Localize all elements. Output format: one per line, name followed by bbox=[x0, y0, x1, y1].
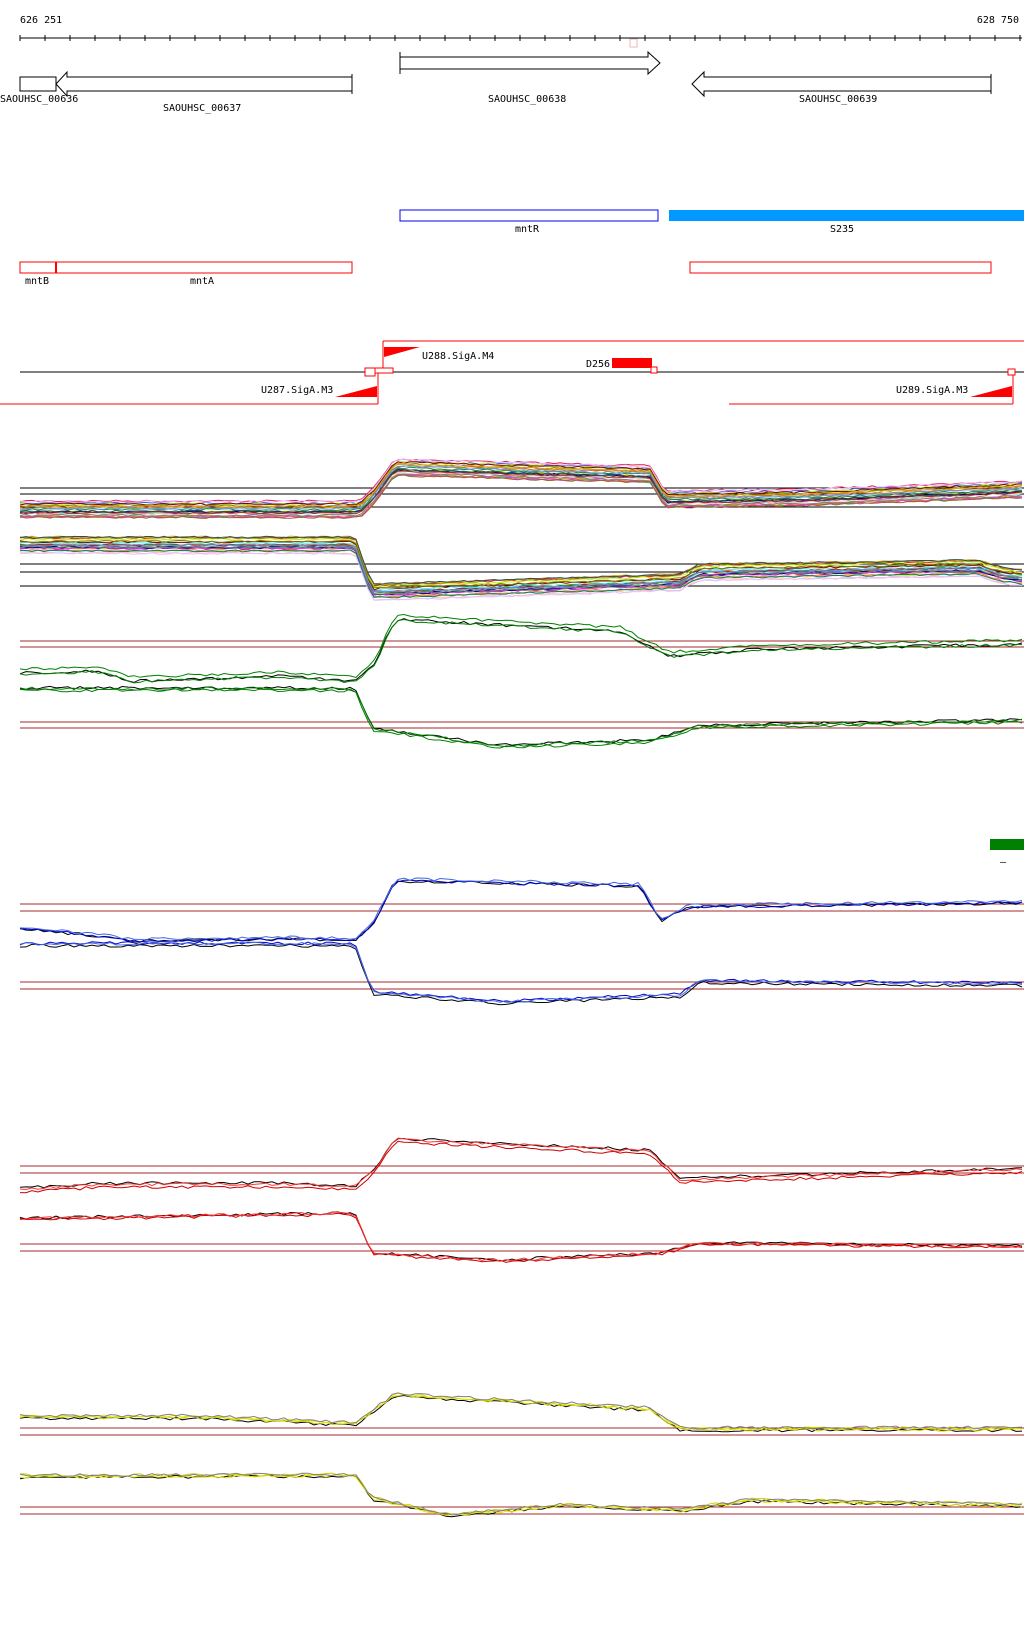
sample-line bbox=[19, 1474, 1023, 1516]
sample-line bbox=[19, 460, 1023, 505]
sample-line bbox=[19, 466, 1023, 512]
sample-line bbox=[19, 462, 1023, 508]
mntr-label: mntR bbox=[515, 224, 540, 235]
yellow-sample-lines bbox=[19, 1392, 1023, 1518]
ruler-start-coord: 626 251 bbox=[20, 15, 62, 26]
sample-line bbox=[19, 474, 1023, 519]
multi-sample-lines-bottom bbox=[19, 535, 1023, 601]
s235-bar[interactable] bbox=[669, 210, 1024, 221]
sample-line bbox=[19, 543, 1023, 593]
feature-box-b bbox=[374, 367, 394, 374]
green-marker-bar[interactable] bbox=[990, 839, 1024, 850]
promoter-u287-triangle[interactable] bbox=[335, 386, 377, 397]
expression-track-yellow bbox=[19, 1392, 1024, 1518]
sample-line bbox=[19, 465, 1023, 510]
sample-line bbox=[19, 943, 1023, 1006]
mntb-box[interactable] bbox=[19, 261, 57, 274]
mnta-label: mntA bbox=[190, 276, 214, 287]
sample-line bbox=[19, 880, 1023, 943]
promoter-u289-triangle[interactable] bbox=[970, 386, 1012, 397]
feature-box-a bbox=[364, 367, 376, 377]
sample-line bbox=[19, 458, 1023, 503]
sample-line bbox=[19, 1392, 1023, 1431]
sample-line bbox=[19, 1394, 1023, 1432]
red-box-right[interactable] bbox=[689, 261, 992, 274]
sample-line bbox=[19, 618, 1023, 684]
sample-line bbox=[19, 613, 1023, 679]
green-sample-lines bbox=[19, 613, 1023, 749]
sample-line bbox=[20, 1472, 1023, 1516]
sample-line bbox=[19, 539, 1023, 589]
gene-arrow-saouhsc-00639[interactable] bbox=[691, 70, 992, 98]
promoter-u289-label: U289.SigA.M3 bbox=[896, 385, 968, 396]
d256-end-box bbox=[650, 366, 658, 374]
s235-label: S235 bbox=[830, 224, 854, 235]
expression-track-green bbox=[19, 613, 1024, 749]
gene-label-saouhsc-00636: SAOUHSC_00636 bbox=[0, 94, 78, 105]
multi-sample-lines-top bbox=[19, 458, 1023, 519]
gene-arrow-saouhsc-00637[interactable] bbox=[55, 70, 353, 98]
annotation-track: mntR S235 mntB mntA bbox=[19, 209, 1024, 287]
d256-label: D256 bbox=[586, 359, 610, 370]
promoter-u287-label: U287.SigA.M3 bbox=[261, 385, 333, 396]
sample-line bbox=[19, 535, 1023, 586]
green-marker-label: – bbox=[1000, 857, 1007, 868]
mntb-label: mntB bbox=[25, 276, 49, 287]
sample-line bbox=[19, 1211, 1023, 1262]
sample-line bbox=[19, 545, 1023, 595]
ruler-end-coord: 628 750 bbox=[977, 15, 1019, 26]
sample-line bbox=[19, 941, 1023, 1003]
expression-track-blue bbox=[19, 877, 1024, 1006]
sample-line bbox=[19, 468, 1023, 513]
sample-line bbox=[19, 551, 1023, 601]
sample-line bbox=[19, 1472, 1023, 1516]
gene-label-saouhsc-00638: SAOUHSC_00638 bbox=[488, 94, 566, 105]
feature-box-c bbox=[1007, 368, 1016, 376]
sample-line bbox=[19, 688, 1023, 749]
sample-line bbox=[19, 879, 1023, 943]
sample-line bbox=[19, 685, 1023, 746]
sample-line bbox=[19, 1211, 1023, 1262]
sample-line bbox=[19, 1140, 1023, 1194]
sample-line bbox=[19, 941, 1023, 1003]
mntr-box[interactable] bbox=[399, 209, 659, 222]
red-sample-lines bbox=[19, 1137, 1023, 1263]
gene-label-saouhsc-00639: SAOUHSC_00639 bbox=[799, 94, 877, 105]
promoter-u288-triangle[interactable] bbox=[384, 347, 420, 357]
sample-line bbox=[19, 1392, 1023, 1430]
gene-arrow-saouhsc-00636[interactable] bbox=[19, 76, 57, 92]
sample-line bbox=[19, 472, 1023, 517]
feature-track: U288.SigA.M4 U287.SigA.M3 U289.SigA.M3 D… bbox=[0, 340, 1024, 405]
sample-line bbox=[19, 1212, 1023, 1263]
ruler-marker bbox=[629, 38, 638, 48]
sample-line bbox=[19, 537, 1023, 588]
promoter-u288-label: U288.SigA.M4 bbox=[422, 351, 494, 362]
d256-bar[interactable] bbox=[612, 358, 652, 368]
sample-line bbox=[19, 549, 1023, 599]
coordinate-ruler: 626 251 628 750 bbox=[19, 15, 1022, 48]
expression-track-red bbox=[19, 1137, 1024, 1263]
gene-arrow-saouhsc-00638[interactable] bbox=[399, 50, 661, 76]
gene-track: SAOUHSC_00636 SAOUHSC_00637 SAOUHSC_0063… bbox=[0, 50, 992, 114]
sample-line bbox=[19, 686, 1023, 748]
sample-line bbox=[19, 877, 1023, 941]
expression-track-multi bbox=[19, 458, 1024, 601]
sample-line bbox=[19, 1137, 1023, 1189]
sample-line bbox=[19, 1137, 1023, 1191]
sample-line bbox=[19, 618, 1023, 683]
mnta-box[interactable] bbox=[55, 261, 353, 274]
blue-sample-lines bbox=[19, 877, 1023, 1006]
gene-label-saouhsc-00637: SAOUHSC_00637 bbox=[163, 103, 241, 114]
ruler-ticks bbox=[19, 35, 1021, 41]
sample-line bbox=[19, 458, 1023, 504]
sample-line bbox=[19, 470, 1023, 515]
